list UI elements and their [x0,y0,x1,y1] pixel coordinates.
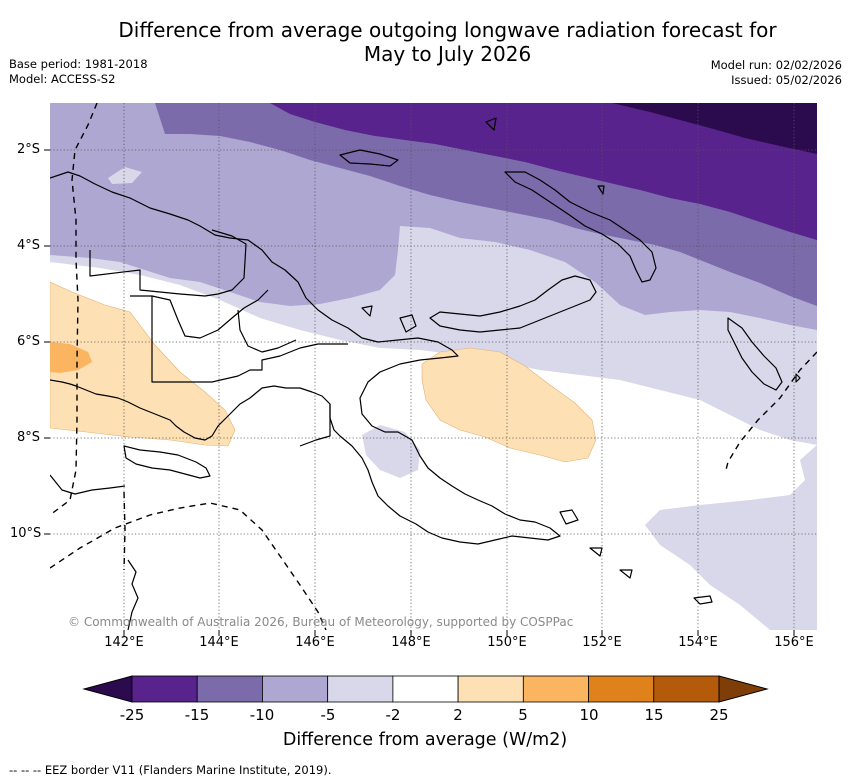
colorbar-box [262,675,329,703]
eez-borders [50,103,817,630]
lon-tick-154e: 154°E [678,635,718,650]
colorbar-box [653,675,720,703]
anomaly-plus2-central [421,347,597,463]
colorbar-box [522,675,589,703]
anomaly-below-minus25-region [612,103,817,154]
lat-tick-10s: 10°S [10,526,42,541]
map-gridlines [50,103,817,630]
lon-tick-148e: 148°E [391,635,431,650]
colorbar-tick: 25 [709,706,729,724]
colorbar-box [327,675,394,703]
lat-tick-8s: 8°S [17,430,41,445]
model-name: Model: ACCESS-S2 [9,72,116,86]
colorbar [82,675,769,703]
lat-tick-4s: 4°S [17,238,41,253]
colorbar-boxes [131,675,720,703]
title-line-1: Difference from average outgoing longwav… [118,18,777,42]
lon-tick-156e: 156°E [774,635,814,650]
colorbar-box [131,675,198,703]
colorbar-tick: -25 [119,706,145,724]
anomaly-minus5-southeast [645,445,817,630]
colorbar-tick: -2 [385,706,401,724]
anomaly-plus2-west [50,281,236,447]
colorbar-tick: 15 [644,706,664,724]
colorbar-tick: -5 [320,706,336,724]
new-britain-coastline [429,275,597,333]
anomaly-plus5-west [50,342,92,373]
new-ireland-coastline [504,171,657,283]
eez-legend: -- -- -- EEZ border V11 (Flanders Marine… [9,763,332,777]
colorbar-tick: -10 [249,706,275,724]
colorbar-box [457,675,524,703]
meta-right: Model run: 02/02/2026 Issued: 05/02/2026 [711,58,842,88]
lon-tick-150e: 150°E [487,635,527,650]
lon-tick-152e: 152°E [582,635,622,650]
colorbar-low-extension [82,675,133,703]
colorbar-tick: 10 [579,706,599,724]
map-area [50,103,817,630]
lon-tick-144e: 144°E [199,635,239,650]
lon-tick-142e: 142°E [104,635,144,650]
provincial-borders [130,295,348,383]
colorbar-high-extension [718,675,769,703]
lat-tick-6s: 6°S [17,334,41,349]
colorbar-tick: 5 [518,706,528,724]
tick-marks [44,149,795,636]
lat-tick-2s: 2°S [17,142,41,157]
colorbar-box [588,675,655,703]
coastlines [50,117,801,630]
colorbar-label: Difference from average (W/m2) [282,730,568,750]
anomaly-small-patch [108,167,142,184]
title-line-2: May to July 2026 [363,42,532,66]
colorbar-box [392,675,459,703]
meta-left: Base period: 1981-2018 Model: ACCESS-S2 [9,57,148,87]
model-run: Model run: 02/02/2026 [710,58,842,72]
colorbar-box [196,675,263,703]
colorbar-tick: 2 [453,706,463,724]
issued-date: Issued: 05/02/2026 [731,73,842,87]
colorbar-tick: -15 [184,706,210,724]
bougainville-coastline [727,317,783,391]
chart-title: Difference from average outgoing longwav… [0,18,850,66]
copyright-notice: © Commonwealth of Australia 2026, Bureau… [68,615,574,629]
base-period: Base period: 1981-2018 [9,57,148,71]
lon-tick-146e: 146°E [295,635,335,650]
anomaly-minus25-region [270,103,817,240]
new-guinea-coastline [50,171,561,545]
